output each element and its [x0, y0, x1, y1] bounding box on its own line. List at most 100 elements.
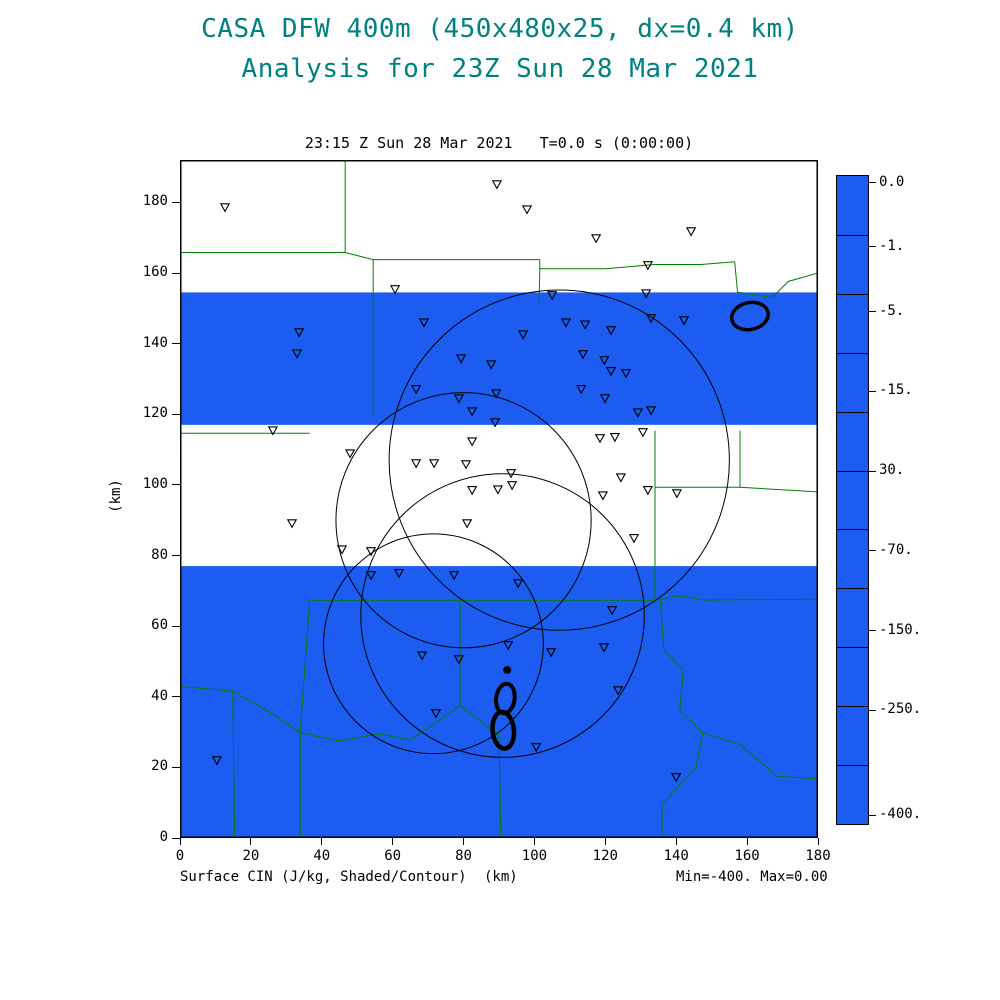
y-axis-tick-label: 20: [151, 758, 168, 775]
y-axis-tick: [172, 696, 180, 698]
x-axis-tick-label: 100: [521, 848, 548, 864]
station-marker: [599, 356, 610, 366]
y-axis-unit-label: (km): [108, 479, 124, 513]
colorbar-tick-label: 30.: [879, 462, 905, 479]
station-marker: [671, 489, 683, 499]
x-axis-tick-label: 40: [313, 848, 331, 864]
county-boundary-line: [739, 486, 818, 493]
station-marker: [293, 328, 305, 338]
station-marker: [577, 350, 589, 360]
station-marker: [597, 491, 609, 501]
station-marker: [461, 519, 473, 529]
station-marker: [671, 773, 682, 783]
y-axis-tick: [172, 555, 180, 556]
station-marker: [389, 285, 401, 295]
field-label: Surface CIN (J/kg, Shaded/Contour): [180, 869, 467, 885]
station-marker: [448, 571, 460, 581]
station-marker: [506, 481, 518, 491]
station-marker: [645, 406, 657, 416]
station-marker: [418, 318, 430, 328]
station-marker: [512, 579, 524, 589]
station-marker: [491, 389, 502, 399]
station-marker: [466, 407, 478, 417]
station-marker: [336, 545, 348, 555]
y-axis-tick: [172, 413, 180, 415]
county-boundary-line: [345, 252, 735, 270]
x-axis-tick: [533, 838, 535, 845]
y-axis-tick-label: 120: [142, 405, 168, 422]
radar-range-ring: [323, 533, 544, 755]
colorbar-tick: [869, 470, 876, 472]
station-marker: [466, 437, 478, 447]
colorbar-divider: [837, 293, 868, 295]
station-marker: [632, 408, 644, 418]
x-axis-tick: [604, 838, 606, 845]
station-marker: [685, 227, 697, 237]
colorbar-tick: [869, 182, 876, 184]
minmax-label: Min=-400. Max=0.00: [676, 869, 828, 885]
colorbar-tick-label: -150.: [879, 621, 922, 638]
colorbar-tick: [869, 814, 876, 816]
x-axis-tick-label: 140: [663, 848, 689, 864]
y-axis-tick-label: 140: [142, 334, 168, 351]
x-axis-tick-label: 20: [242, 848, 260, 864]
cin-contour-dot: [503, 666, 512, 674]
radar-range-ring: [335, 392, 592, 649]
station-marker: [576, 385, 587, 395]
x-axis-tick: [250, 838, 252, 845]
y-axis-tick: [172, 272, 180, 274]
station-marker: [620, 369, 632, 379]
station-marker: [428, 459, 440, 469]
x-axis-unit-label: (km): [484, 869, 518, 885]
station-marker: [291, 349, 303, 359]
station-marker: [517, 330, 529, 340]
county-boundary-line: [300, 705, 461, 742]
y-axis-tick-label: 40: [151, 687, 168, 704]
x-axis-tick: [675, 838, 677, 845]
plot-area: [180, 160, 818, 838]
station-marker: [640, 289, 652, 299]
station-marker: [678, 316, 690, 326]
colorbar-tick: [869, 390, 876, 392]
colorbar-tick: [869, 709, 876, 711]
colorbar-divider: [837, 352, 868, 354]
county-boundary-line: [659, 600, 704, 838]
y-axis-tick-label: 60: [151, 617, 168, 634]
cin-map-canvas: [180, 160, 818, 838]
plot-border: [180, 160, 818, 838]
station-marker: [489, 418, 501, 428]
y-axis-tick-label: 0: [159, 829, 168, 845]
x-axis-tick: [321, 838, 323, 845]
station-marker: [645, 314, 657, 324]
station-marker: [267, 426, 279, 436]
station-marker: [416, 651, 428, 661]
y-axis-tick-label: 160: [142, 264, 168, 280]
station-marker: [545, 648, 557, 658]
station-marker: [612, 686, 624, 696]
colorbar-tick-label: 0.0: [879, 173, 905, 190]
station-marker: [642, 261, 654, 271]
cin-contour: [490, 709, 517, 751]
page-title: CASA DFW 400m (450x480x25, dx=0.4 km): [201, 14, 799, 44]
station-marker: [453, 655, 465, 665]
colorbar-tick-label: -15.: [879, 382, 913, 399]
x-axis-tick-label: 60: [384, 848, 402, 864]
county-boundary-line: [459, 600, 502, 838]
station-marker: [594, 434, 606, 444]
station-marker: [605, 326, 617, 336]
station-marker: [579, 320, 591, 330]
station-marker: [430, 709, 442, 719]
y-axis-tick-label: 180: [142, 193, 168, 210]
x-axis-tick: [179, 838, 181, 845]
colorbar-divider: [837, 588, 868, 590]
station-marker: [598, 643, 610, 653]
y-axis-tick-label: 100: [142, 475, 168, 492]
station-marker: [453, 394, 465, 404]
y-axis-tick: [172, 837, 180, 839]
station-marker: [599, 394, 611, 404]
station-marker: [503, 641, 514, 651]
county-boundary-line: [538, 268, 541, 302]
colorbar-tick: [869, 246, 876, 248]
y-axis-tick-label: 80: [151, 546, 168, 563]
